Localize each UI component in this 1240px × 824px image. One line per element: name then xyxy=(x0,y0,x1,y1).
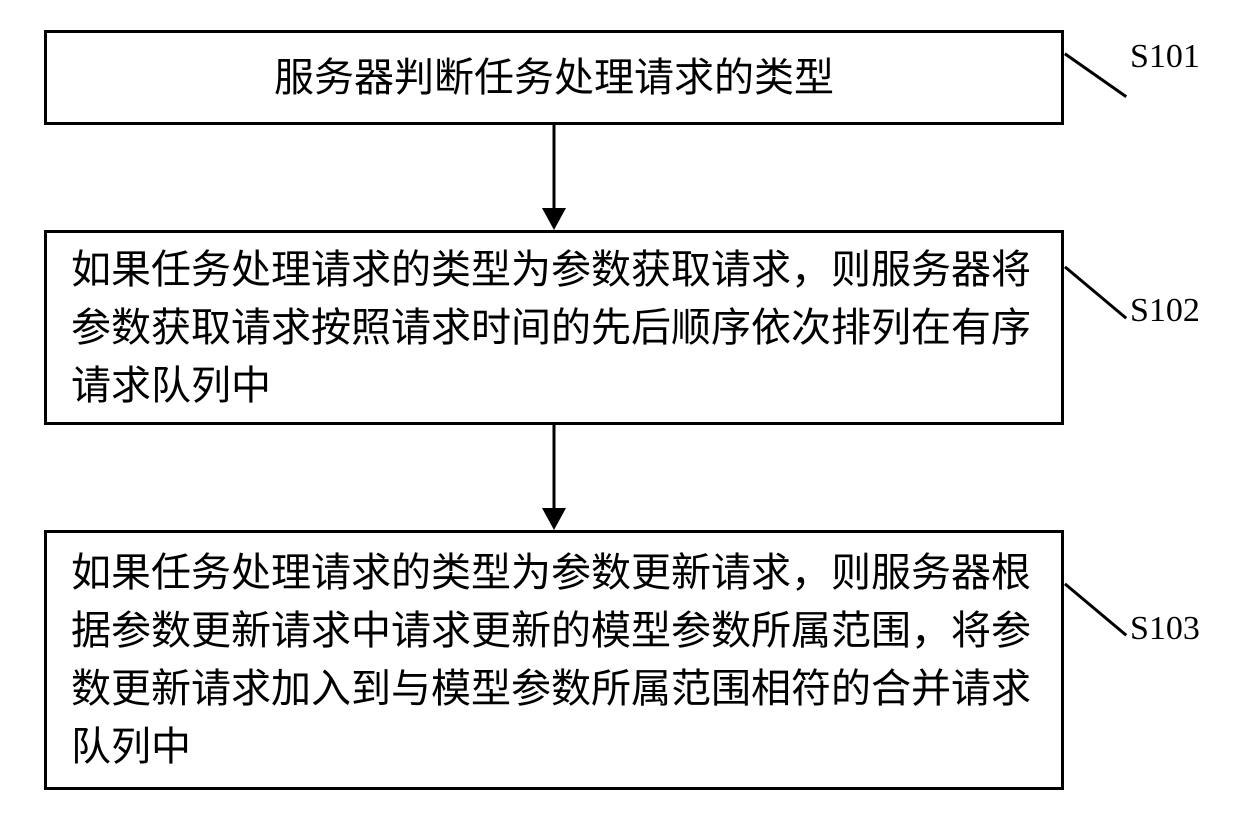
step-label-3: S103 xyxy=(1130,610,1200,648)
arrow-2 xyxy=(44,425,1064,530)
arrow-shaft-icon xyxy=(553,125,556,208)
flow-step-3-text: 如果任务处理请求的类型为参数更新请求，则服务器根据参数更新请求中请求更新的模型参… xyxy=(71,544,1037,776)
flow-step-2-text: 如果任务处理请求的类型为参数获取请求，则服务器将参数获取请求按照请求时间的先后顺… xyxy=(71,241,1037,415)
flow-step-1: 服务器判断任务处理请求的类型 xyxy=(44,30,1064,125)
arrow-head-icon xyxy=(542,208,566,230)
flow-step-3: 如果任务处理请求的类型为参数更新请求，则服务器根据参数更新请求中请求更新的模型参… xyxy=(44,530,1064,790)
leader-line-1 xyxy=(1064,53,1127,98)
arrow-1 xyxy=(44,125,1064,230)
step-label-2: S102 xyxy=(1130,292,1200,330)
arrow-shaft-icon xyxy=(553,425,556,508)
arrow-head-icon xyxy=(542,508,566,530)
leader-line-2 xyxy=(1064,266,1127,320)
flow-step-2: 如果任务处理请求的类型为参数获取请求，则服务器将参数获取请求按照请求时间的先后顺… xyxy=(44,230,1064,425)
flow-step-1-text: 服务器判断任务处理请求的类型 xyxy=(274,49,834,107)
leader-line-3 xyxy=(1064,583,1127,637)
step-label-1: S101 xyxy=(1130,38,1200,76)
